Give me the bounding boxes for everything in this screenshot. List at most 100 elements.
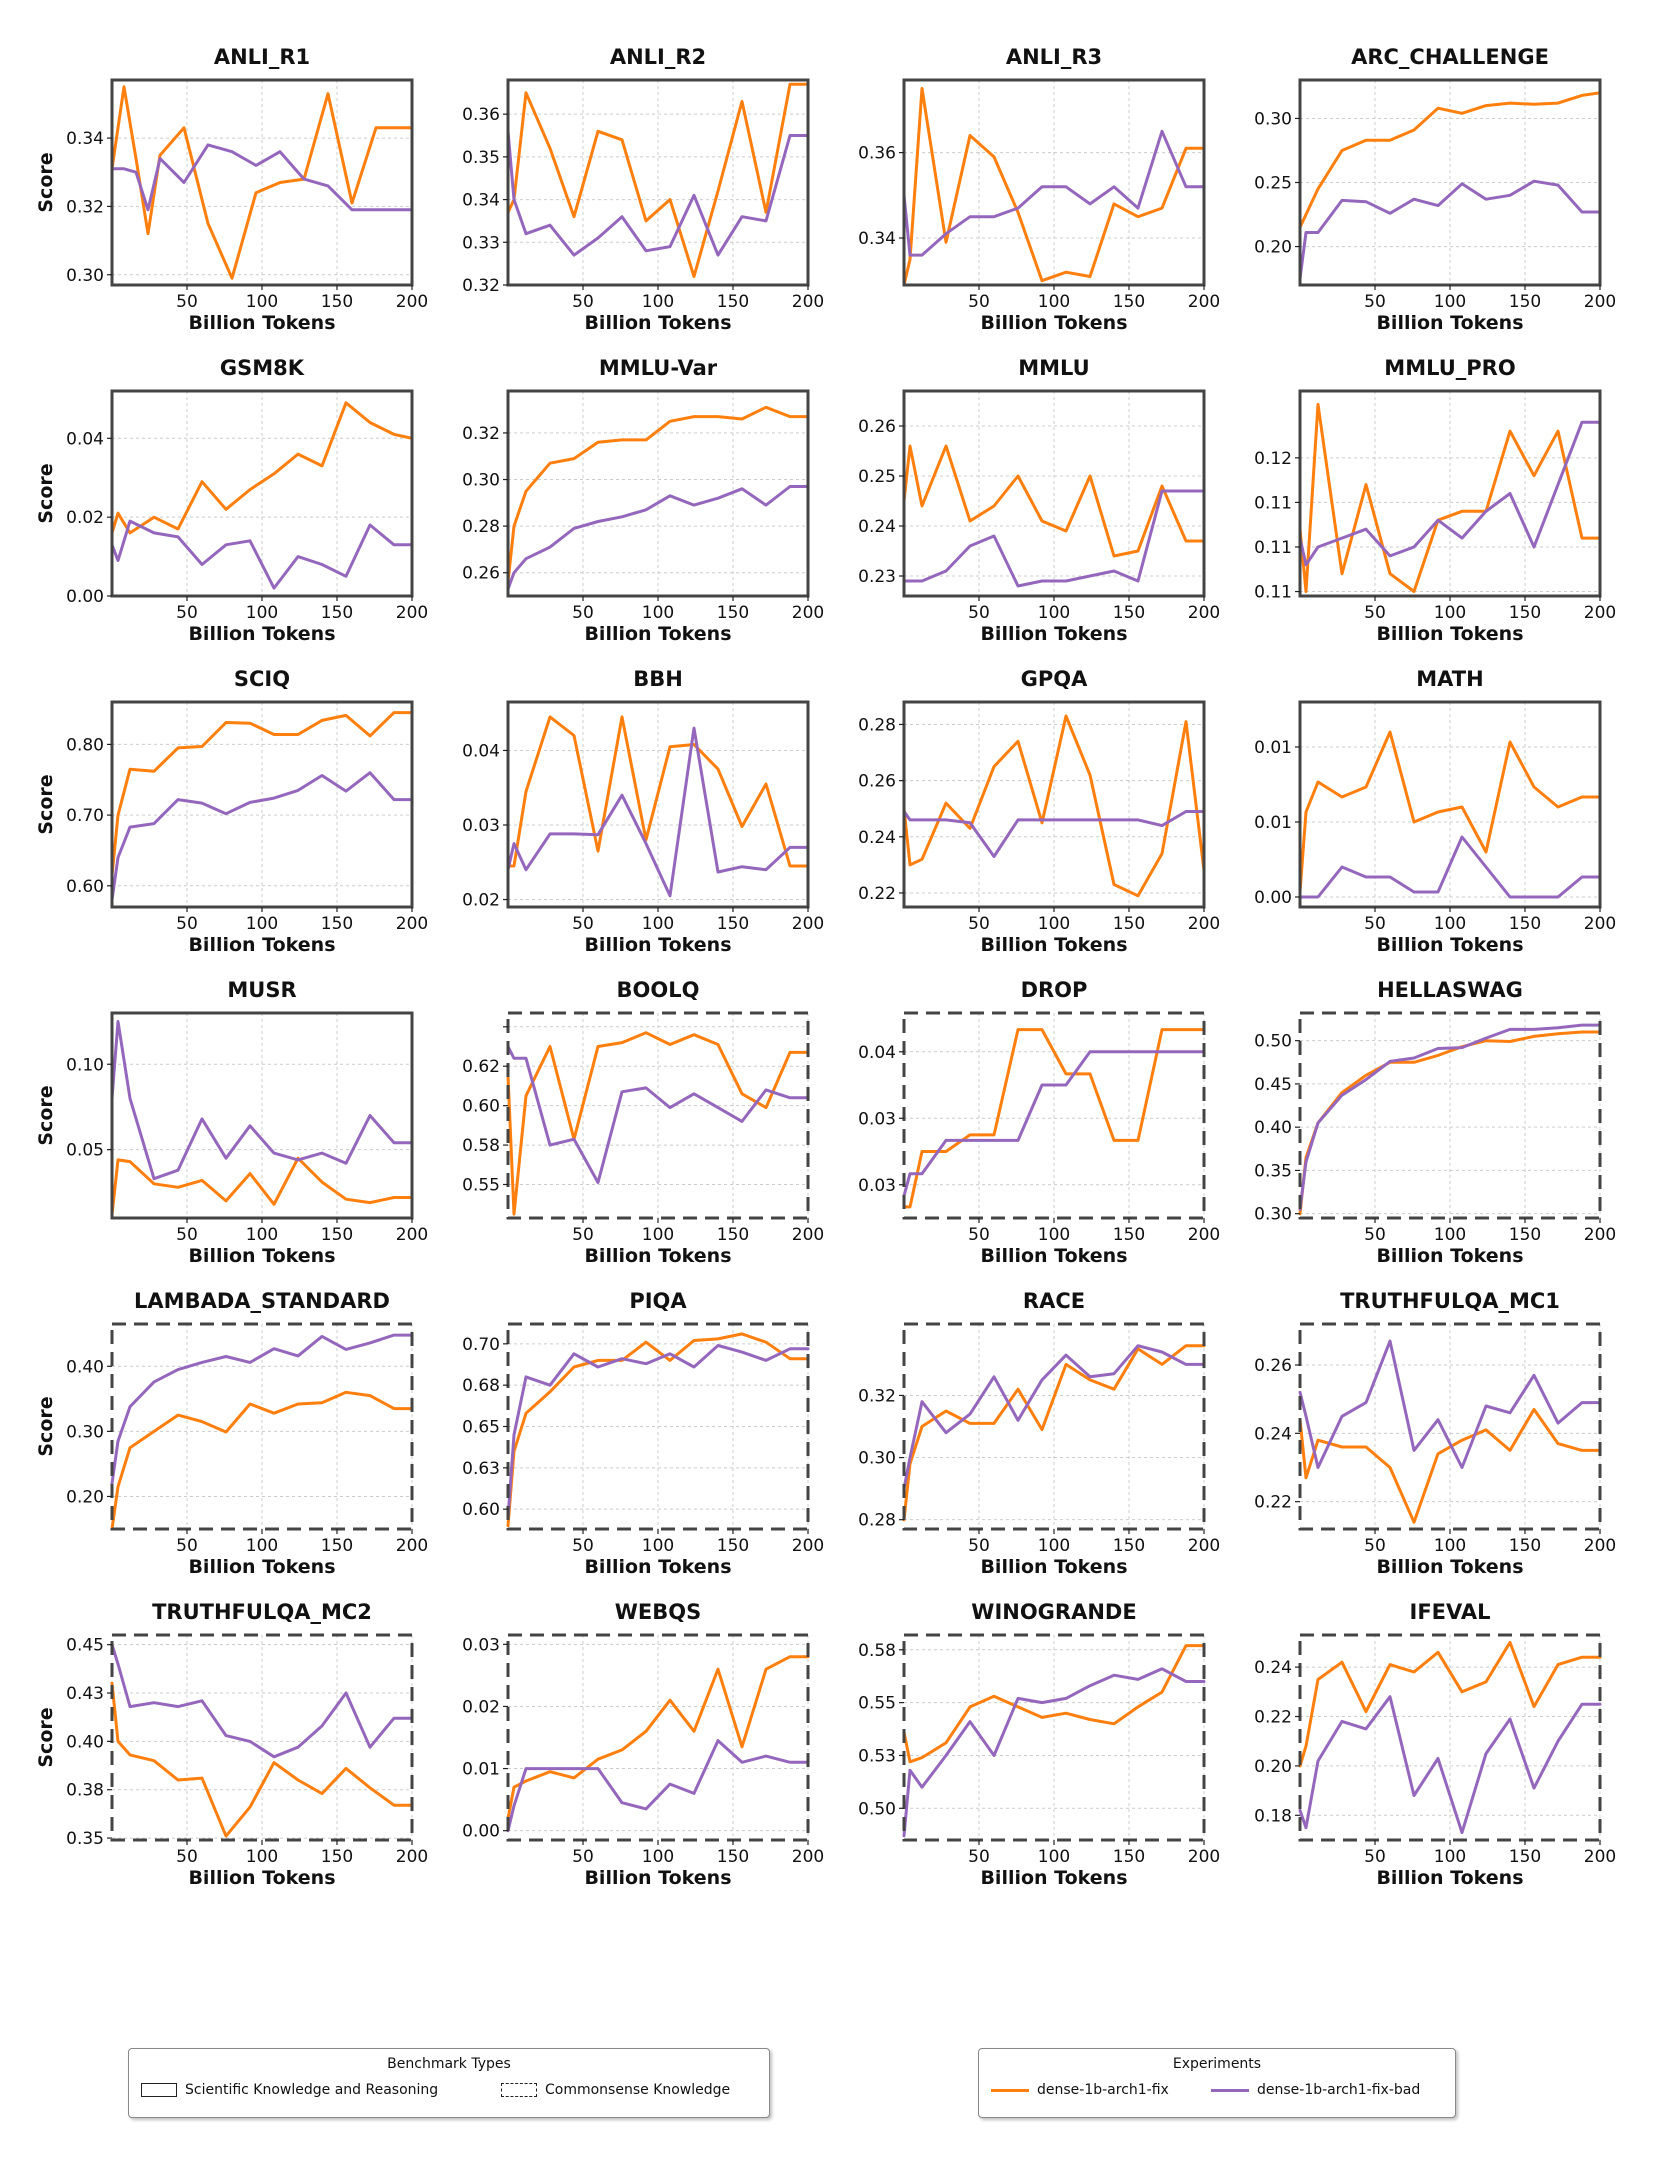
chart-title: DROP <box>1021 978 1088 1002</box>
y-axis-label: Score <box>35 1396 57 1456</box>
x-tick-label: 100 <box>1434 292 1466 312</box>
series-line-fix <box>110 1681 414 1838</box>
series-line-fix-bad <box>110 519 414 590</box>
x-tick-label: 200 <box>396 603 428 623</box>
x-tick-label: 200 <box>1584 1536 1616 1556</box>
series-line-fix-bad <box>506 129 810 257</box>
x-tick-label: 100 <box>1434 914 1466 934</box>
dashed-axes-frame <box>1298 1633 1602 1842</box>
chart-panel-musr: 50 100 150 200 0.05 0.10 MUSR Billion Tokens Sco… <box>35 978 428 1267</box>
x-tick-label: 150 <box>1509 1847 1541 1867</box>
y-axis-label: Score <box>35 774 57 834</box>
y-tick-label: 0.36 <box>462 105 500 125</box>
x-tick-label: 100 <box>246 1225 278 1245</box>
y-tick-label: 0.34 <box>66 129 104 149</box>
series-line-fix <box>1298 402 1602 593</box>
y-tick-label: 0.62 <box>462 1057 500 1077</box>
x-tick-label: 150 <box>717 1536 749 1556</box>
chart-title: ANLI_R3 <box>1006 45 1102 69</box>
chart-panel-anli-r3: 50 100 150 200 0.34 0.36 ANLI_R3 Billion Tokens <box>858 45 1220 334</box>
series-line-fix-bad <box>902 1667 1206 1838</box>
legend-entry-scientific: Scientific Knowledge and Reasoning <box>141 2082 438 2098</box>
dashed-axes-frame <box>1298 1011 1602 1220</box>
y-tick-label: 0.50 <box>858 1799 896 1819</box>
x-axis-label: Billion Tokens <box>584 1556 731 1578</box>
chart-title: WINOGRANDE <box>971 1600 1136 1624</box>
chart-title: HELLASWAG <box>1377 978 1523 1002</box>
y-tick-label: 0.32 <box>66 197 104 217</box>
series-line-fix <box>902 1344 1206 1522</box>
x-tick-label: 50 <box>572 1847 594 1867</box>
y-tick-label: 0.32 <box>462 424 500 444</box>
y-tick-label: 0.05 <box>66 1141 104 1161</box>
x-tick-label: 150 <box>717 292 749 312</box>
chart-panel-sciq: 50 100 150 200 0.60 0.70 0.80 SCIQ Billion Token… <box>35 667 428 956</box>
series-line-fix-bad <box>110 1333 414 1485</box>
legend-label-fix-bad: dense-1b-arch1-fix-bad <box>1257 2082 1421 2098</box>
series-line-fix-bad <box>1298 1695 1602 1835</box>
x-tick-label: 100 <box>642 292 674 312</box>
chart-title: ARC_CHALLENGE <box>1351 45 1549 69</box>
y-tick-label: 0.53 <box>858 1746 896 1766</box>
series-line-fix <box>506 82 810 278</box>
series-line-fix <box>506 405 810 584</box>
dashed-axes-frame <box>110 1322 414 1531</box>
x-axis-label: Billion Tokens <box>584 1245 731 1267</box>
chart-panel-ifeval: 50 100 150 200 0.18 0.20 0.22 0.24 IFEVAL Billion… <box>1254 1600 1616 1889</box>
x-tick-label: 50 <box>176 1847 198 1867</box>
series-line-fix-bad <box>506 726 810 898</box>
series-line-fix-bad <box>902 810 1206 858</box>
solid-frame-icon <box>141 2083 177 2097</box>
chart-title: PIQA <box>629 1289 687 1313</box>
y-axis-label: Score <box>35 152 57 212</box>
x-tick-label: 150 <box>1113 1225 1145 1245</box>
x-tick-label: 100 <box>246 1847 278 1867</box>
x-tick-label: 200 <box>792 1847 824 1867</box>
chart-title: MMLU <box>1018 356 1089 380</box>
series-line-fix <box>1298 730 1602 894</box>
dashed-axes-frame <box>1298 1322 1602 1531</box>
y-tick-label: 0.11 <box>1254 583 1292 603</box>
chart-panel-arc-challenge: 50 100 150 200 0.20 0.25 0.30 ARC_CHALLENGE Bill… <box>1254 45 1616 334</box>
chart-title: ANLI_R1 <box>214 45 310 69</box>
chart-title: MMLU-Var <box>599 356 718 380</box>
chart-panel-bbh: 50 100 150 200 0.02 0.03 0.04 BBH Billion Tokens <box>462 667 824 956</box>
series-line-fix-bad <box>902 1344 1206 1491</box>
x-tick-label: 150 <box>717 603 749 623</box>
y-axis-label: Score <box>35 463 57 523</box>
x-tick-label: 100 <box>1038 914 1070 934</box>
y-tick-label: 0.04 <box>462 741 500 761</box>
x-tick-label: 50 <box>1364 603 1386 623</box>
y-tick-label: 0.01 <box>462 1760 500 1780</box>
legend-benchmark-types: Benchmark Types Scientific Knowledge and… <box>128 2048 770 2118</box>
x-axis-label: Billion Tokens <box>980 312 1127 334</box>
legend-entry-fix: dense-1b-arch1-fix <box>991 2082 1169 2098</box>
y-tick-label: 0.25 <box>858 467 896 487</box>
y-tick-label: 0.03 <box>858 1109 896 1129</box>
orange-line-icon <box>991 2088 1029 2092</box>
y-tick-label: 0.02 <box>66 508 104 528</box>
series-line-fix-bad <box>1298 1339 1602 1469</box>
series-line-fix-bad <box>506 1344 810 1519</box>
legend-experiments-title: Experiments <box>1172 2056 1262 2072</box>
y-tick-label: 0.63 <box>462 1459 500 1479</box>
x-axis-label: Billion Tokens <box>1376 934 1523 956</box>
dashed-frame-icon <box>501 2083 537 2097</box>
y-tick-label: 0.18 <box>1254 1806 1292 1826</box>
y-tick-label: 0.24 <box>1254 1424 1292 1444</box>
chart-panel-gpqa: 50 100 150 200 0.22 0.24 0.26 0.28 GPQA Billion T… <box>858 667 1220 956</box>
x-tick-label: 50 <box>572 1536 594 1556</box>
series-line-fix <box>902 1028 1206 1209</box>
chart-panel-webqs: 50 100 150 200 0.00 0.01 0.02 0.03 WEBQS Billion … <box>462 1600 824 1889</box>
x-axis-label: Billion Tokens <box>188 1245 335 1267</box>
x-tick-label: 50 <box>176 1536 198 1556</box>
y-tick-label: 0.32 <box>858 1386 896 1406</box>
x-tick-label: 200 <box>792 603 824 623</box>
chart-title: MATH <box>1416 667 1483 691</box>
dashed-axes-frame <box>110 1633 414 1842</box>
x-tick-label: 50 <box>968 1225 990 1245</box>
dashed-axes-frame <box>902 1011 1206 1220</box>
y-tick-label: 0.22 <box>1254 1708 1292 1728</box>
x-tick-label: 200 <box>396 292 428 312</box>
y-tick-label: 0.58 <box>858 1641 896 1661</box>
